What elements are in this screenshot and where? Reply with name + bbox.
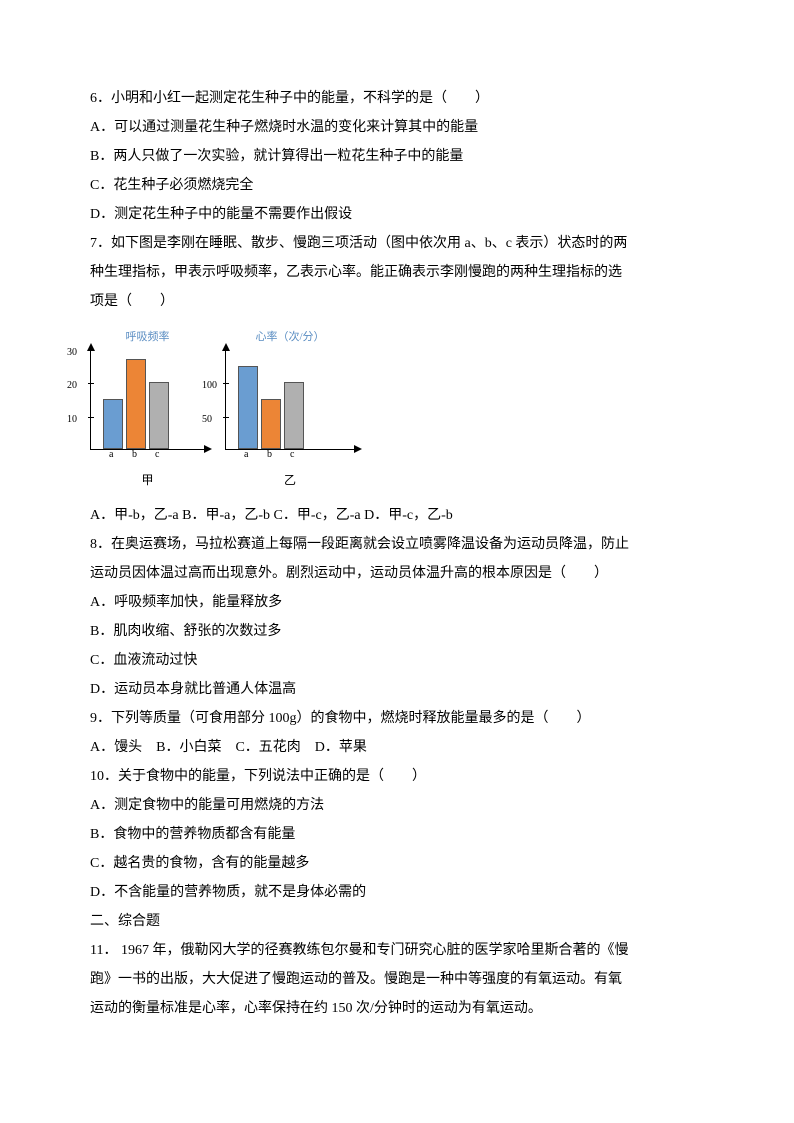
x-label: a <box>109 445 113 465</box>
q6-option-a: A．可以通过测量花生种子燃烧时水温的变化来计算其中的能量 <box>90 114 704 142</box>
chart2-title: 心率（次/分） <box>225 326 355 348</box>
bar <box>103 399 123 449</box>
q10-option-a: A．测定食物中的能量可用燃烧的方法 <box>90 792 704 820</box>
x-label: b <box>267 445 272 465</box>
q10-option-d: D．不含能量的营养物质，就不是身体必需的 <box>90 879 704 907</box>
q8-option-a: A．呼吸频率加快，能量释放多 <box>90 589 704 617</box>
section-2-heading: 二、综合题 <box>90 908 704 936</box>
q6-option-c: C．花生种子必须燃烧完全 <box>90 172 704 200</box>
q8-stem-1: 8．在奥运赛场，马拉松赛道上每隔一段距离就会设立喷雾降温设备为运动员降温，防止 <box>90 531 704 559</box>
chart2-name: 乙 <box>225 468 355 492</box>
q6-option-b: B．两人只做了一次实验，就计算得出一粒花生种子中的能量 <box>90 143 704 171</box>
q10-option-b: B．食物中的营养物质都含有能量 <box>90 821 704 849</box>
q10-stem: 10．关于食物中的能量，下列说法中正确的是（ ） <box>90 763 704 791</box>
arrow-up-icon <box>222 343 230 351</box>
bars-group <box>238 366 304 449</box>
bar <box>238 366 258 449</box>
chart1-name: 甲 <box>90 468 205 492</box>
q7-stem-2: 种生理指标，甲表示呼吸频率，乙表示心率。能正确表示李刚慢跑的两种生理指标的选 <box>90 259 704 287</box>
q7-options: A．甲-b，乙-a B．甲-a，乙-b C．甲-c，乙-a D．甲-c，乙-b <box>90 502 704 530</box>
q6-option-d: D．测定花生种子中的能量不需要作出假设 <box>90 201 704 229</box>
arrow-right-icon <box>204 445 212 453</box>
q8-option-b: B．肌肉收缩、舒张的次数过多 <box>90 618 704 646</box>
q7-stem-1: 7．如下图是李刚在睡眠、散步、慢跑三项活动（图中依次用 a、b、c 表示）状态时… <box>90 230 704 258</box>
charts-container: 呼吸频率 102030abc 甲 心率（次/分） 50100abc 乙 <box>90 326 704 492</box>
x-label: c <box>290 445 294 465</box>
q6-stem: 6．小明和小红一起测定花生种子中的能量，不科学的是（ ） <box>90 85 704 113</box>
bar <box>284 382 304 449</box>
bars-group <box>103 359 169 449</box>
arrow-right-icon <box>354 445 362 453</box>
q11-line-2: 跑》一书的出版，大大促进了慢跑运动的普及。慢跑是一种中等强度的有氧运动。有氧 <box>90 966 704 994</box>
x-label: a <box>244 445 248 465</box>
bar <box>126 359 146 449</box>
chart1-area: 102030abc <box>90 350 205 450</box>
q9-stem: 9．下列等质量（可食用部分 100g）的食物中，燃烧时释放能量最多的是（ ） <box>90 705 704 733</box>
x-label: c <box>155 445 159 465</box>
q11-line-1: 11． 1967 年，俄勒冈大学的径赛教练包尔曼和专门研究心脏的医学家哈里斯合著… <box>90 937 704 965</box>
q9-options: A．馒头 B．小白菜 C．五花肉 D．苹果 <box>90 734 704 762</box>
q10-option-c: C．越名贵的食物，含有的能量越多 <box>90 850 704 878</box>
chart-heart-rate: 心率（次/分） 50100abc 乙 <box>225 326 355 492</box>
q7-stem-3: 项是（ ） <box>90 288 704 316</box>
chart-breathing-rate: 呼吸频率 102030abc 甲 <box>90 326 205 492</box>
bar <box>261 399 281 449</box>
bar <box>149 382 169 449</box>
chart2-area: 50100abc <box>225 350 355 450</box>
q8-option-c: C．血液流动过快 <box>90 647 704 675</box>
q8-stem-2: 运动员因体温过高而出现意外。剧烈运动中，运动员体温升高的根本原因是（ ） <box>90 560 704 588</box>
x-label: b <box>132 445 137 465</box>
q8-option-d: D．运动员本身就比普通人体温高 <box>90 676 704 704</box>
q11-line-3: 运动的衡量标准是心率，心率保持在约 150 次/分钟时的运动为有氧运动。 <box>90 995 704 1023</box>
